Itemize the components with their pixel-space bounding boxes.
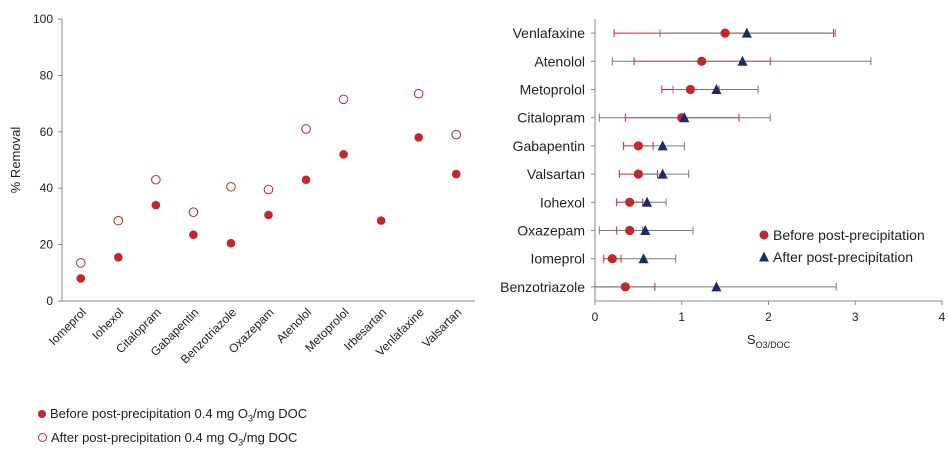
before-point bbox=[451, 169, 461, 179]
right-x-tick-label: 0 bbox=[592, 310, 599, 324]
right-y-tick-label: Iomeprol bbox=[531, 251, 585, 267]
legend-after-text-b: /mg DOC bbox=[243, 429, 298, 445]
legend-before-text-b: /mg DOC bbox=[253, 406, 308, 421]
after-point bbox=[657, 168, 668, 179]
left-y-axis-title: % Removal bbox=[8, 127, 23, 194]
legend-after-sub: 3 bbox=[238, 437, 244, 448]
after-point bbox=[113, 215, 124, 226]
legend-after-label: After post-precipitation bbox=[773, 249, 913, 265]
left-x-tick-label: Iomeprol bbox=[46, 305, 89, 348]
x-title-main: S bbox=[747, 332, 756, 347]
left-x-tick-label: Iohexol bbox=[89, 305, 126, 342]
before-point bbox=[607, 254, 617, 264]
right-y-tick-label: Valsartan bbox=[527, 166, 585, 182]
legend-after-icon bbox=[759, 251, 769, 262]
before-point bbox=[414, 133, 423, 142]
after-point bbox=[151, 174, 161, 185]
right-y-tick-label: Benzotriazole bbox=[500, 279, 585, 295]
after-point bbox=[640, 225, 651, 235]
after-point bbox=[263, 184, 274, 195]
open-circle-icon bbox=[38, 432, 47, 442]
after-point bbox=[642, 196, 653, 207]
before-point bbox=[625, 225, 635, 236]
legend-before-icon bbox=[759, 230, 769, 240]
after-point bbox=[657, 140, 668, 151]
after-point bbox=[188, 207, 199, 217]
right-x-axis-title: SO3/DOC bbox=[747, 332, 791, 350]
legend-after-text-a: After post-precipitation 0.4 mg O bbox=[51, 429, 239, 445]
right-y-tick-label: Oxazepam bbox=[517, 223, 585, 239]
left-x-tick-label: Valsartan bbox=[419, 305, 464, 350]
legend-entry-before: Before post-precipitation 0.4 mg O3/mg D… bbox=[38, 406, 307, 424]
before-point bbox=[625, 197, 635, 207]
before-point bbox=[376, 216, 386, 225]
before-point bbox=[226, 238, 236, 248]
right-x-tick-label: 3 bbox=[852, 310, 859, 324]
after-point bbox=[711, 281, 722, 292]
left-legend: Before post-precipitation 0.4 mg O3/mg D… bbox=[38, 406, 307, 447]
left-y-tick-label: 40 bbox=[40, 181, 54, 195]
after-point bbox=[226, 181, 236, 192]
after-point bbox=[741, 27, 752, 38]
before-point bbox=[114, 252, 123, 262]
before-point bbox=[620, 282, 630, 292]
right-y-tick-label: Gabapentin bbox=[513, 138, 585, 154]
before-point bbox=[339, 150, 348, 159]
after-point bbox=[451, 129, 462, 140]
legend-before-sub: 3 bbox=[248, 413, 254, 424]
right-y-tick-label: Atenolol bbox=[534, 53, 585, 69]
legend-before-label: Before post-precipitation bbox=[773, 227, 925, 243]
after-point bbox=[338, 94, 349, 105]
filled-circle-icon bbox=[38, 410, 46, 418]
x-title-sub: O3/DOC bbox=[756, 340, 791, 350]
after-point bbox=[75, 258, 86, 268]
legend-entry-after: After post-precipitation 0.4 mg O3/mg DO… bbox=[38, 429, 307, 448]
before-point bbox=[189, 230, 198, 240]
right-y-tick-label: Iohexol bbox=[540, 194, 585, 210]
before-point bbox=[720, 28, 730, 38]
left-y-tick-label: 100 bbox=[33, 12, 53, 26]
after-point bbox=[737, 55, 748, 66]
after-point bbox=[679, 112, 690, 123]
before-point bbox=[697, 56, 707, 66]
before-point bbox=[301, 175, 311, 185]
before-point bbox=[76, 274, 86, 283]
right-x-tick-label: 4 bbox=[939, 310, 946, 324]
after-point bbox=[711, 84, 722, 94]
after-point bbox=[413, 88, 424, 99]
before-point bbox=[264, 210, 273, 220]
before-point bbox=[633, 141, 643, 151]
left-y-tick-label: 0 bbox=[46, 294, 53, 308]
before-point bbox=[151, 200, 161, 210]
after-point bbox=[301, 124, 311, 134]
right-y-tick-label: Citalopram bbox=[517, 110, 585, 126]
right-x-tick-label: 2 bbox=[765, 310, 772, 324]
left-y-tick-label: 60 bbox=[40, 125, 54, 139]
legend-before-text-a: Before post-precipitation 0.4 mg O bbox=[50, 406, 248, 421]
right-x-tick-label: 1 bbox=[678, 310, 685, 324]
before-point bbox=[685, 84, 696, 95]
before-point bbox=[633, 169, 643, 179]
left-y-tick-label: 80 bbox=[40, 68, 54, 82]
after-point bbox=[638, 253, 649, 264]
right-y-tick-label: Venlafaxine bbox=[513, 25, 586, 41]
right-y-tick-label: Metoprolol bbox=[520, 82, 585, 98]
left-y-tick-label: 20 bbox=[40, 238, 54, 252]
